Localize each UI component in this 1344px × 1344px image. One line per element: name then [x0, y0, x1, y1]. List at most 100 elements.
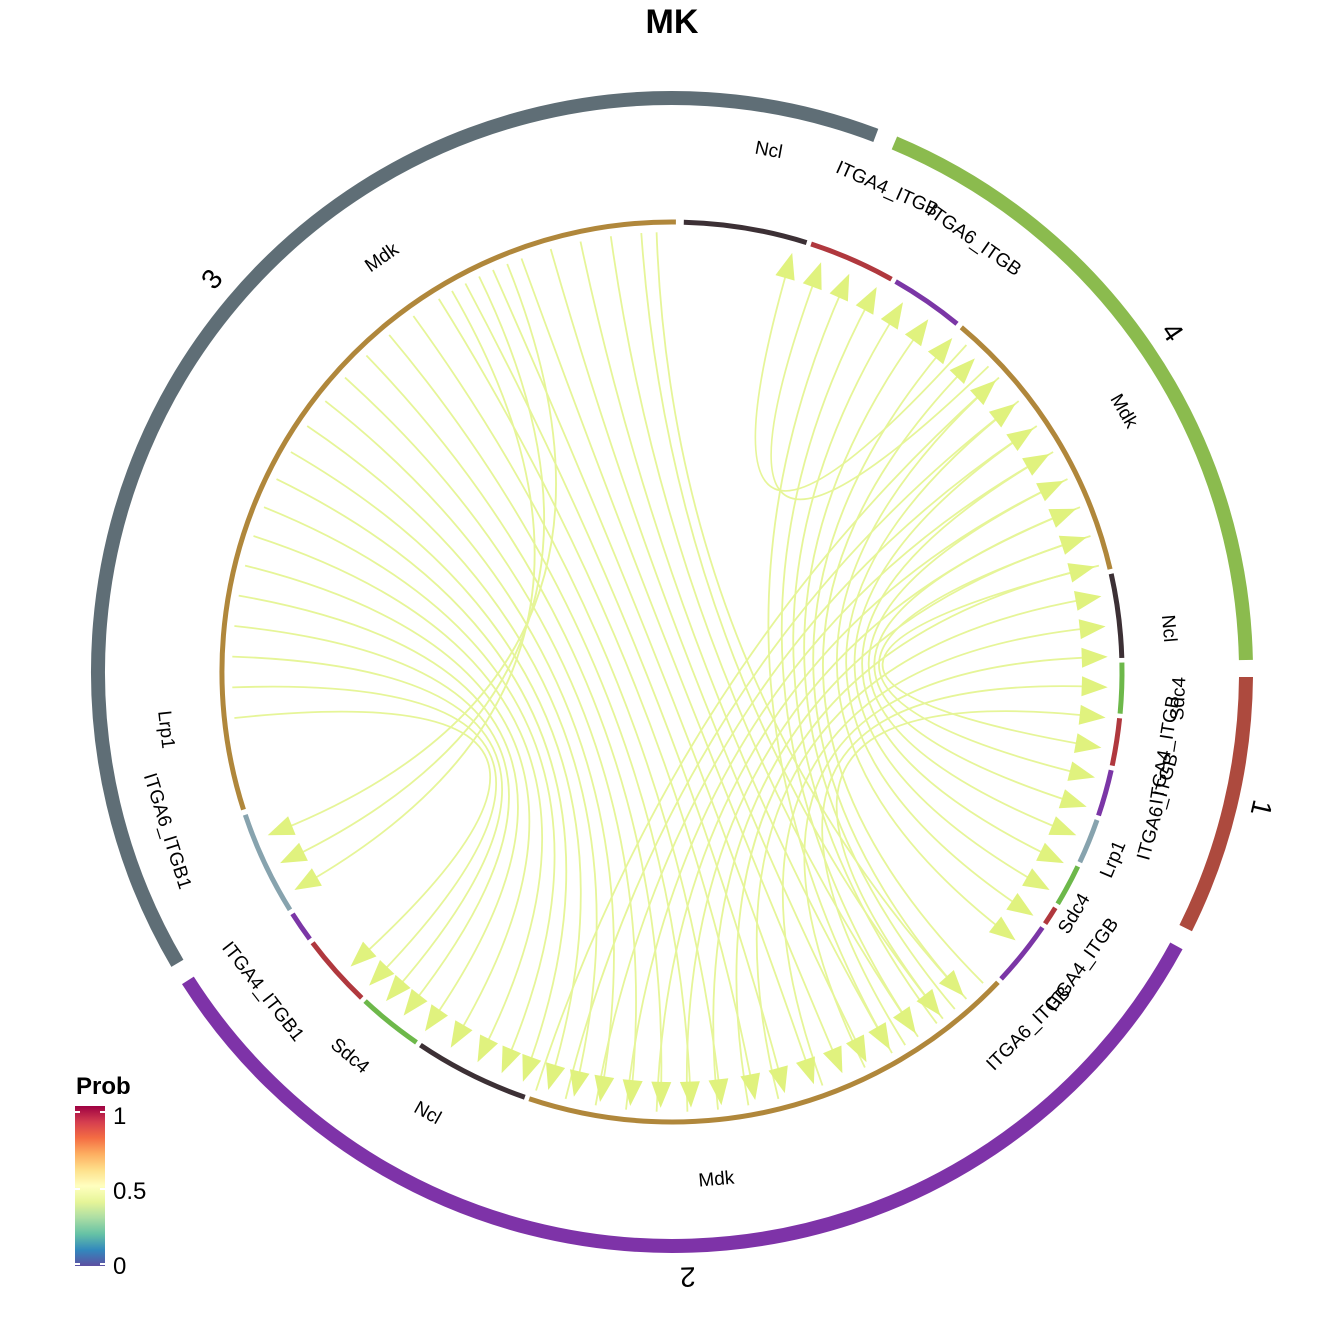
group-label-3: 3 [195, 263, 229, 295]
chord-arrowhead [369, 960, 395, 986]
chord [861, 451, 1054, 858]
section-arc-g4-Ncl [683, 219, 808, 245]
chord [803, 656, 1094, 1068]
legend-tick-max: 1 [113, 1103, 126, 1130]
chord-arrowhead [1006, 428, 1034, 451]
group-label-2: 2 [680, 1261, 696, 1292]
chords [232, 232, 1100, 1112]
chord [609, 236, 909, 1023]
chord-arrowhead [651, 1081, 672, 1108]
chord [822, 367, 984, 984]
chord [253, 535, 543, 1051]
section-arc-g1-Sdc4 [1055, 865, 1081, 906]
group-arc-1 [1179, 676, 1253, 932]
legend-tick-min: 0 [113, 1253, 126, 1280]
chord-arrowhead [740, 1072, 760, 1100]
section-label-g2-ITGA6: ITGA6_ITGB [983, 983, 1075, 1075]
chord-arrowhead [880, 302, 903, 330]
chord-arrowhead [1058, 789, 1087, 809]
chord-arrowhead [501, 1045, 521, 1074]
chord [781, 627, 1092, 1086]
chord [564, 411, 1006, 1100]
section-arc-g3-Lrp1 [242, 814, 293, 912]
chord [640, 233, 933, 1006]
legend: Prob 1 0.5 0 [75, 1073, 146, 1280]
chord [835, 710, 1092, 1020]
chord-arrowhead [829, 273, 850, 302]
chord-arrowhead [970, 380, 996, 406]
chord-arrowhead [280, 842, 308, 864]
section-arc-g4-Sdc4 [1117, 662, 1125, 714]
section-arc-g4-ITGA6 [894, 279, 959, 326]
chord [821, 685, 1094, 1046]
diagram-title: MK [646, 3, 699, 41]
chord-arrowhead [425, 1004, 448, 1032]
chord [625, 460, 1038, 1110]
chord [803, 330, 956, 1010]
chord [770, 275, 990, 501]
section-label-g2-Mdk: Mdk [698, 1168, 736, 1192]
chord-arrowhead [775, 252, 795, 281]
section-arc-g2-ITGA6 [999, 926, 1045, 981]
chord-arrowhead [1081, 676, 1108, 697]
chord [835, 376, 1006, 933]
section-label-g4-Ncl2: Ncl [1157, 614, 1180, 643]
legend-colorbar [75, 1106, 105, 1266]
chord [845, 400, 1023, 909]
section-arc-g4-Mdk [959, 325, 1113, 570]
chord-arrowhead [622, 1079, 643, 1106]
chord-arrowhead [1022, 868, 1050, 890]
chord-arrowhead [988, 916, 1016, 941]
chord-arrowhead [546, 1062, 566, 1090]
chord-arrowhead [796, 1056, 815, 1085]
chord-arrowhead [679, 1081, 700, 1108]
chord [655, 486, 1052, 1112]
section-label-g4-Ncl: Ncl [753, 138, 784, 164]
chord [792, 313, 938, 1024]
chord-arrowhead [823, 1045, 843, 1074]
chord-arrowhead [1058, 535, 1087, 555]
chord [263, 506, 556, 1061]
chord [290, 451, 582, 1077]
chord-arrowhead [927, 338, 953, 365]
chord-arrowhead [708, 1078, 729, 1106]
legend-title: Prob [76, 1073, 131, 1100]
chord-arrowhead [267, 816, 296, 836]
chord [365, 354, 663, 1094]
chord [754, 266, 968, 492]
chord-arrowhead [1067, 761, 1095, 781]
section-labels: NclITGA4_ITGBITGA6_ITGBMdkNclSdc4ITGA4_I… [139, 138, 1191, 1192]
section-arc-g1-Lrp1 [1077, 819, 1100, 864]
chord-arrowhead [570, 1069, 590, 1097]
chord-arrowhead [1074, 591, 1102, 611]
chord [579, 241, 884, 1038]
section-label-g3-Mdk: Mdk [361, 239, 403, 277]
chord-arrowhead [1067, 563, 1095, 583]
chord-arrowhead [868, 1022, 890, 1050]
chord-arrowhead [893, 1006, 916, 1034]
section-label-g3-ITGA6: ITGA6_ITGB1 [139, 771, 195, 892]
section-arc-g1-ITGA4 [1109, 718, 1123, 767]
chord [767, 286, 893, 1054]
chord-arrowhead [802, 262, 822, 291]
chord-arrowhead [1081, 647, 1108, 668]
chord [780, 298, 919, 1038]
chord [712, 540, 1074, 1110]
section-arc-g2-Mdk [528, 980, 1000, 1125]
chord [388, 334, 692, 1094]
chord-arrowhead [477, 1034, 498, 1063]
chord-arrowhead [855, 287, 877, 315]
legend-tick-mid: 0.5 [113, 1178, 146, 1205]
chord [535, 388, 987, 1091]
group-label-4: 4 [1155, 317, 1189, 347]
chord-arrowhead [1074, 733, 1102, 753]
chord [244, 564, 531, 1037]
group-label-1: 1 [1245, 797, 1279, 819]
chord-arrowhead [522, 1053, 542, 1082]
chord [344, 376, 637, 1093]
section-label-g1-Lrp1: Lrp1 [1096, 838, 1130, 881]
chord-arrowhead [916, 988, 941, 1016]
chord-arrowhead [450, 1020, 473, 1048]
